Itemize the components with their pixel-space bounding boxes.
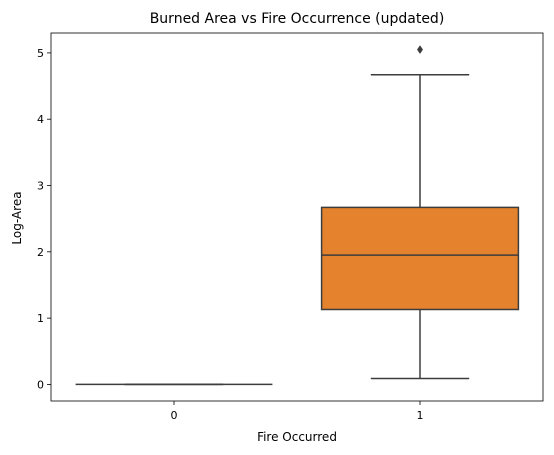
outlier-point [417, 46, 422, 54]
x-tick-label: 1 [417, 409, 424, 422]
y-tick-label: 0 [37, 378, 44, 391]
y-axis-label: Log-Area [10, 191, 24, 244]
x-tick-label: 0 [171, 409, 178, 422]
y-tick-label: 1 [37, 312, 44, 325]
y-tick-label: 5 [37, 47, 44, 60]
box-1 [322, 207, 519, 309]
y-tick-label: 3 [37, 180, 44, 193]
plot-area: 0 1 2 3 4 5 0 1 [37, 46, 518, 422]
x-axis-label: Fire Occurred [257, 430, 337, 444]
y-tick-label: 4 [37, 113, 44, 126]
y-tick-label: 2 [37, 246, 44, 259]
chart-title: Burned Area vs Fire Occurrence (updated) [150, 11, 445, 27]
